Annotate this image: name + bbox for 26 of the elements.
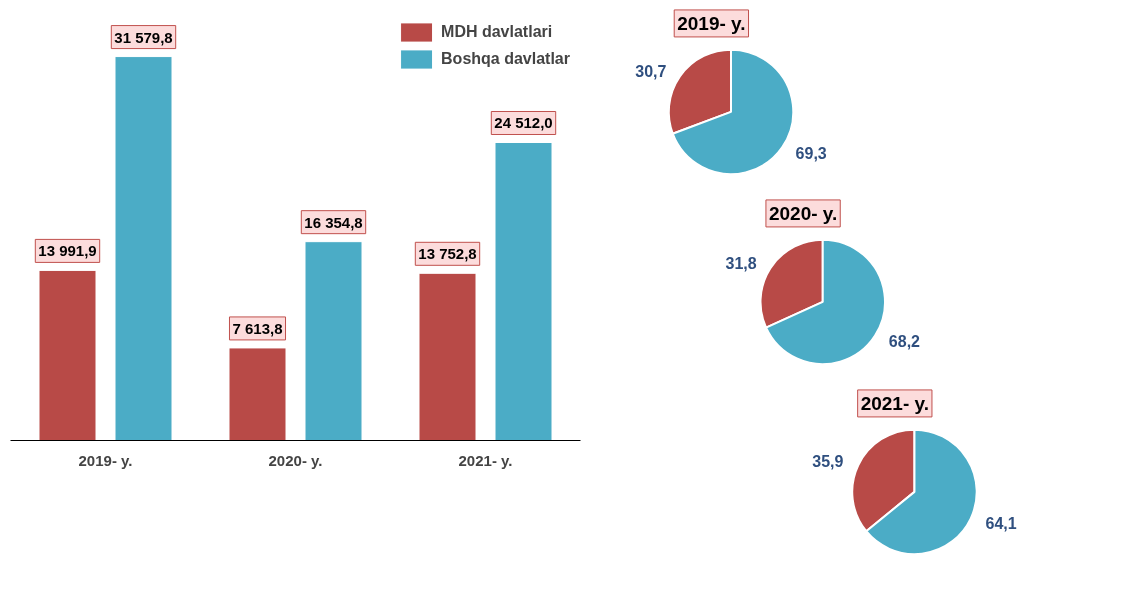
data-label: 24 512,0 (494, 114, 553, 132)
x-tick-label: 2020- y. (268, 451, 323, 469)
bar (418, 272, 477, 441)
chart-title: 2019- y. (677, 12, 746, 34)
data-label: 7 613,8 (232, 319, 283, 337)
legend-label: Boshqa davlatlar (441, 50, 570, 68)
bar (114, 56, 173, 441)
data-label: 31 579,8 (114, 28, 173, 46)
x-tick-label: 2021- y. (458, 451, 513, 469)
bar (494, 142, 553, 441)
bar (38, 269, 97, 441)
chart-title: 2021- y. (860, 392, 929, 414)
chart-title: 2020- y. (768, 202, 838, 224)
data-label: 68,2 (888, 332, 921, 350)
x-tick-label: 2019- y. (78, 451, 133, 469)
bar (228, 347, 287, 441)
data-label: 35,9 (812, 452, 844, 470)
legend-label: MDH davlatlari (441, 23, 553, 41)
data-label: 30,7 (635, 62, 667, 80)
bar (304, 241, 363, 441)
data-label: 13 752,8 (418, 245, 477, 263)
data-label: 31,8 (725, 254, 757, 272)
data-label: 16 354,8 (304, 213, 363, 231)
data-label: 64,1 (985, 514, 1017, 532)
data-label: 13 991,9 (38, 242, 97, 260)
data-label: 69,3 (795, 144, 827, 162)
